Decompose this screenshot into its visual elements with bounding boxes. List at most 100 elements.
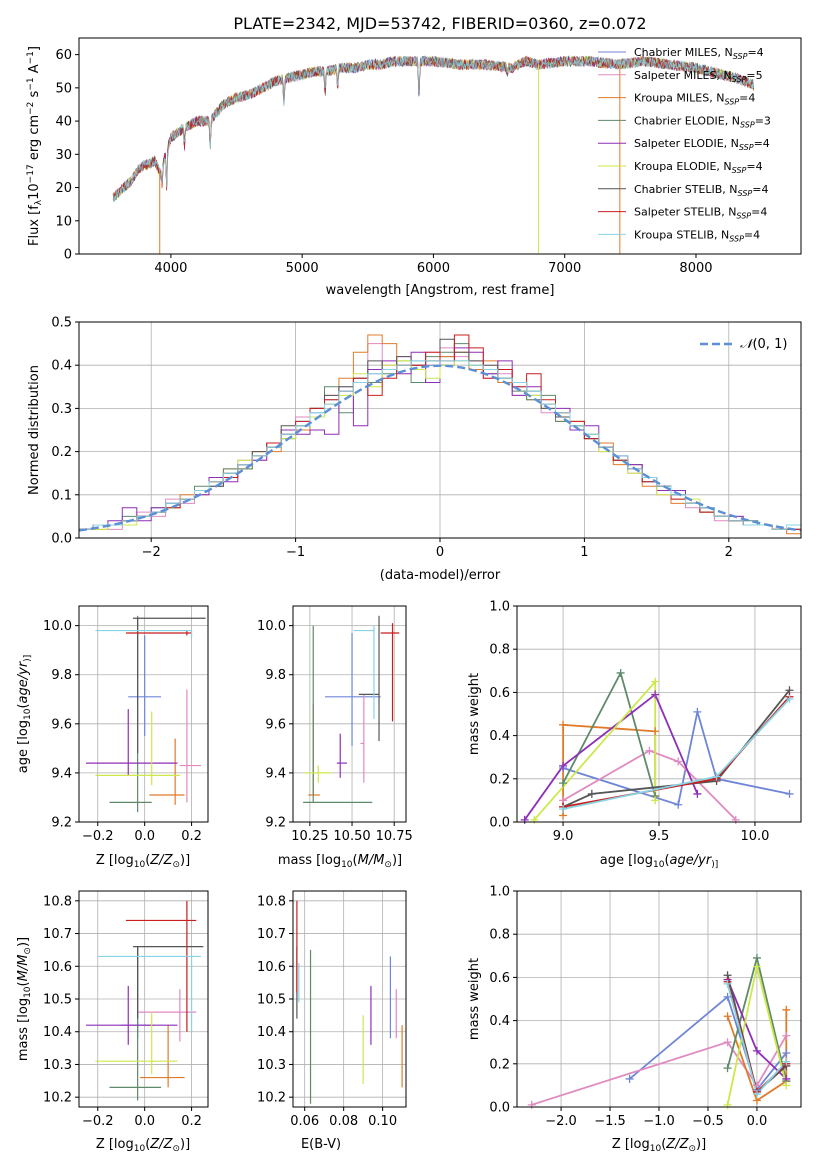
residuals-ylabel: Normed distribution bbox=[27, 365, 42, 495]
mass-vs-age-xlabel: mass [log10(M/M⊙)] bbox=[278, 853, 402, 870]
label-part: )] bbox=[180, 1137, 190, 1152]
y-tick-label: 9.6 bbox=[51, 717, 72, 732]
weight-point-marker bbox=[651, 796, 660, 805]
mass-vs-age-plot-area bbox=[303, 615, 400, 803]
spectrum-kroupa-stelib-line bbox=[112, 54, 754, 203]
legend-text: Salpeter STELIB, N bbox=[634, 206, 736, 219]
mass-vs-age-axes: 10.25 10.50 10.75 9.2 9.4 9.6 9.8 10.0 mass [log… bbox=[257, 605, 413, 870]
weight-point-marker bbox=[785, 694, 794, 703]
y-tick-label: 10.3 bbox=[257, 1058, 286, 1073]
weight-point-marker bbox=[559, 761, 568, 770]
legend-value: =5 bbox=[746, 69, 762, 82]
y-tick-label: 10.5 bbox=[257, 993, 286, 1008]
weight-point-marker bbox=[731, 815, 740, 824]
y-tick-label: 10.0 bbox=[257, 619, 286, 634]
legend-value: =4 bbox=[752, 183, 768, 196]
label-part: )] bbox=[392, 853, 402, 868]
label-part: ⊙ bbox=[688, 1144, 696, 1154]
x-tick-label: −0.2 bbox=[82, 829, 114, 844]
x-tick-label: 2 bbox=[725, 545, 733, 560]
weight-point-marker bbox=[651, 727, 660, 736]
x-tick-label: 10.0 bbox=[740, 829, 769, 844]
x-tick-label: 0.2 bbox=[181, 1114, 202, 1129]
legend-text: Salpeter MILES, N bbox=[634, 69, 732, 82]
label-part: ] bbox=[27, 46, 42, 51]
weight-salpeter-miles-line bbox=[531, 1035, 788, 1106]
weight-point-marker bbox=[752, 962, 761, 971]
label-part: 10 bbox=[653, 860, 665, 870]
x-tick-label: 4000 bbox=[154, 261, 187, 276]
label-part: ⊙ bbox=[172, 1144, 180, 1154]
spectrum-xlabel: wavelength [Angstrom, rest frame] bbox=[326, 283, 555, 298]
label-part: ⊙ bbox=[23, 947, 33, 955]
x-tick-label: −1.0 bbox=[643, 1114, 675, 1129]
weight-point-marker bbox=[723, 1100, 732, 1109]
label-part: ( bbox=[16, 981, 31, 986]
x-tick-label: 0.10 bbox=[368, 1114, 397, 1129]
legend-label-salpeter-miles: Salpeter MILES, NSSP=5 bbox=[634, 69, 763, 84]
label-part: ( bbox=[661, 1137, 666, 1152]
label-part: erg cm bbox=[27, 115, 42, 164]
x-tick-label: 0 bbox=[436, 545, 444, 560]
label-part: Flux [f bbox=[27, 205, 42, 246]
label-part: age/yr bbox=[670, 853, 713, 868]
y-tick-label: 0.0 bbox=[51, 532, 72, 547]
label-part: 10 bbox=[23, 986, 33, 998]
weight-point-marker bbox=[712, 772, 721, 781]
spectrum-title: PLATE=2342, MJD=53742, FIBERID=0360, z=0… bbox=[233, 14, 646, 33]
y-tick-label: 20 bbox=[55, 181, 72, 196]
x-tick-label: 0.08 bbox=[329, 1114, 358, 1129]
label-part: )] bbox=[23, 655, 33, 662]
residuals-legend: 𝒩(0, 1) bbox=[700, 337, 787, 352]
x-tick-label: 5000 bbox=[286, 261, 319, 276]
y-tick-label: 0.1 bbox=[51, 488, 72, 503]
weight-salpeter-stelib-line bbox=[562, 696, 791, 808]
weight-point-marker bbox=[782, 1031, 791, 1040]
x-tick-label: 0.2 bbox=[181, 829, 202, 844]
z-vs-mass-axes: −0.2 0.0 0.2 10.2 10.3 10.4 10.5 10.6 10.7 10.8 Z … bbox=[16, 890, 209, 1154]
y-tick-label: 0.4 bbox=[489, 729, 510, 744]
x-tick-label: 8000 bbox=[679, 261, 712, 276]
y-tick-label: 30 bbox=[55, 148, 72, 163]
z-vs-age-ylabel: age [log10(age/yr)] bbox=[16, 655, 33, 773]
y-tick-label: 9.8 bbox=[265, 668, 286, 683]
label-part: ( bbox=[145, 853, 150, 868]
weight-point-marker bbox=[693, 707, 702, 716]
x-tick-label: −2.0 bbox=[545, 1114, 577, 1129]
legend-label-kroupa-stelib: Kroupa STELIB, NSSP=4 bbox=[634, 228, 760, 243]
legend-value: =3 bbox=[755, 114, 771, 127]
y-tick-label: 0.4 bbox=[51, 359, 72, 374]
y-tick-label: 0.2 bbox=[51, 445, 72, 460]
legend-subscript: SSP bbox=[732, 75, 747, 84]
weight-point-marker bbox=[752, 953, 761, 962]
label-part: Z/Z bbox=[665, 1137, 689, 1152]
x-tick-label: 0.0 bbox=[747, 1114, 768, 1129]
x-tick-label: −1.5 bbox=[594, 1114, 626, 1129]
axes-frame bbox=[516, 605, 802, 823]
legend-label-chabrier-elodie: Chabrier ELODIE, NSSP=3 bbox=[634, 114, 771, 129]
y-tick-label: 0.8 bbox=[489, 928, 510, 943]
x-tick-label: −0.2 bbox=[82, 1114, 114, 1129]
weight-point-marker bbox=[782, 1057, 791, 1066]
weight-chabrier-miles-line bbox=[629, 995, 788, 1092]
y-tick-label: 0.2 bbox=[489, 1057, 510, 1072]
legend-label-normal: 𝒩(0, 1) bbox=[740, 337, 787, 352]
legend-subscript: SSP bbox=[736, 212, 751, 221]
y-tick-label: 10.4 bbox=[43, 1025, 72, 1040]
weight-point-marker bbox=[651, 677, 660, 686]
y-tick-label: 10.5 bbox=[43, 993, 72, 1008]
y-tick-label: 10.8 bbox=[257, 894, 286, 909]
ebv-vs-mass-plot-area bbox=[296, 900, 403, 1104]
x-tick-label: 0.0 bbox=[134, 829, 155, 844]
legend-subscript: SSP bbox=[739, 143, 754, 152]
weight-point-marker bbox=[674, 800, 683, 809]
y-tick-label: 9.4 bbox=[265, 766, 286, 781]
weight-point-marker bbox=[559, 779, 568, 788]
legend-args: (0, 1) bbox=[752, 337, 787, 352]
weight-point-marker bbox=[723, 992, 732, 1001]
y-tick-label: 10.6 bbox=[257, 960, 286, 975]
legend-text: Chabrier ELODIE, N bbox=[634, 114, 740, 127]
weight-point-marker bbox=[559, 805, 568, 814]
weight-point-marker bbox=[752, 1046, 761, 1055]
